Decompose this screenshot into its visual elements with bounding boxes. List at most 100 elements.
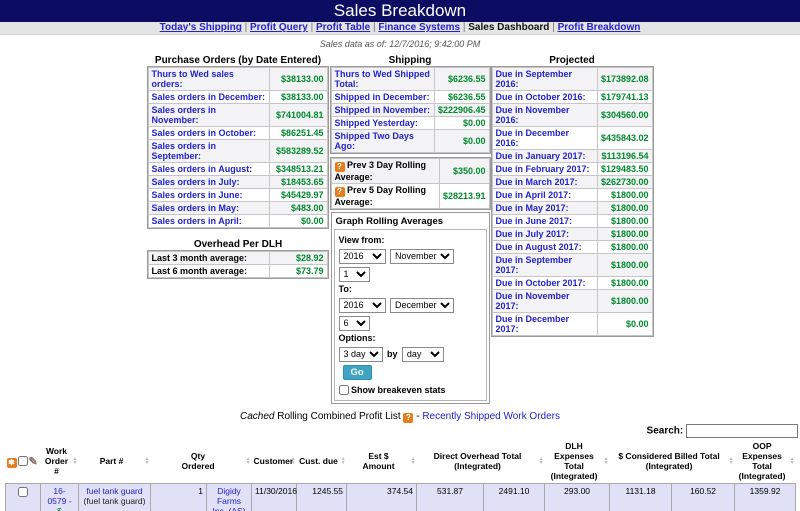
sort-arrows-icon[interactable]: ▲ ▼ <box>539 457 544 466</box>
sort-arrows-icon[interactable]: ▲ ▼ <box>603 457 609 466</box>
sort-arrows-icon[interactable]: ▲ ▼ <box>790 457 795 466</box>
help-icon[interactable]: ? <box>334 162 345 172</box>
column-header-cust-due[interactable]: Cust. due ▲ ▼ <box>297 439 347 484</box>
projected-row-value: $113196.54 <box>596 149 653 163</box>
purchase-orders-row-value: $45429.97 <box>268 188 328 202</box>
part-link[interactable]: fuel tank guard <box>86 486 143 496</box>
sort-up-icon: ▲ <box>728 456 734 462</box>
from-month-select[interactable]: November <box>389 248 454 264</box>
help-icon[interactable]: ? <box>334 187 345 197</box>
select-all-checkbox[interactable] <box>17 456 28 467</box>
projected-row: Due in May 2017: $1800.00 <box>491 201 653 215</box>
asterisk-icon[interactable]: ✱ <box>6 457 17 468</box>
sort-down-icon: ▼ <box>340 460 346 466</box>
projected-row-label: Due in September 2017: <box>491 253 598 277</box>
from-year-select[interactable]: 2016 <box>338 248 386 264</box>
row-checkbox[interactable] <box>18 486 28 497</box>
top-nav: Today's Shipping | Profit Query | Profit… <box>0 22 800 35</box>
purchase-orders-row-label: Sales orders in August: <box>147 162 270 176</box>
projected-row-label: Due in June 2017: <box>491 214 598 228</box>
overhead-row: Last 3 month average: $28.92 <box>147 251 328 265</box>
help-icon[interactable]: ? <box>403 413 414 423</box>
purchase-orders-row: Sales orders in June: $45429.97 <box>147 188 328 202</box>
purchase-orders-row: Thurs to Wed sales orders: $38133.00 <box>147 67 328 91</box>
nav-item[interactable]: Today's Shipping <box>159 22 242 33</box>
purchase-orders-row: Sales orders in October: $86251.45 <box>147 126 328 140</box>
purchase-orders-row-label: Thurs to Wed sales orders: <box>147 67 270 91</box>
column-header-dlh-expenses-total-integrated[interactable]: DLH Expenses Total (Integrated) ▲ ▼ <box>545 439 610 484</box>
sort-arrows-icon[interactable]: ▲ ▼ <box>246 457 251 466</box>
shipping-row: Shipped in November: $222906.45 <box>330 103 490 117</box>
sort-down-icon: ▼ <box>72 460 78 466</box>
sort-up-icon: ▲ <box>340 456 346 462</box>
column-header-qty-ordered[interactable]: Qty Ordered ▲ ▼ <box>151 439 252 484</box>
graph-panel-title: Graph Rolling Averages <box>335 216 444 227</box>
projected-row-value: $1800.00 <box>596 188 653 202</box>
column-header-est-amount[interactable]: Est $ Amount ▲ ▼ <box>347 439 417 484</box>
overhead-row-label: Last 3 month average: <box>147 251 270 265</box>
value-cell: 1131.18 <box>609 482 673 511</box>
sort-arrows-icon[interactable]: ▲ ▼ <box>145 457 150 466</box>
purchase-orders-row-label: Sales orders in April: <box>147 214 270 228</box>
search-input[interactable] <box>686 424 798 438</box>
column-header-label: Est $ Amount <box>362 451 395 471</box>
from-day-select[interactable]: 1 <box>338 266 370 282</box>
nav-separator: | <box>370 22 379 33</box>
sort-up-icon: ▲ <box>410 456 416 462</box>
recently-shipped-link[interactable]: Recently Shipped Work Orders <box>422 411 560 422</box>
profit-list-title: Rolling Combined Profit List <box>277 411 401 422</box>
column-header-oop-expenses-total-integrated[interactable]: OOP Expenses Total (Integrated) ▲ ▼ <box>735 439 796 484</box>
sort-arrows-icon[interactable]: ▲ ▼ <box>728 456 734 466</box>
projected-row: Due in September 2017: $1800.00 <box>491 253 653 277</box>
projected-row-value: $129483.50 <box>596 162 653 176</box>
purchase-orders-row-value: $38133.00 <box>268 90 328 104</box>
projected-row-value: $1800.00 <box>596 214 653 228</box>
projected-panel: Projected Due in September 2016: $173892.… <box>490 54 654 337</box>
customer-link[interactable]: Digidy Farms Inc. (AS) <box>212 486 245 511</box>
customer-cell: Digidy Farms Inc. (AS) <box>205 482 253 511</box>
projected-row-value: $1800.00 <box>596 253 653 277</box>
sort-down-icon: ▼ <box>410 460 416 466</box>
show-breakeven-checkbox[interactable] <box>338 385 349 395</box>
shipping-row-label: Shipped Yesterday: <box>330 116 435 130</box>
nav-item[interactable]: Profit Query <box>250 22 308 33</box>
work-order-dollar-link[interactable]: $ <box>57 506 62 511</box>
purchase-orders-row-value: $18453.65 <box>268 175 328 189</box>
shipping-row-value: $0.00 <box>433 129 490 153</box>
sort-arrows-icon[interactable]: ▲ ▼ <box>291 457 296 466</box>
purchase-orders-row-label: Sales orders in September: <box>147 139 270 163</box>
to-month-select[interactable]: December <box>389 297 454 313</box>
nav-item[interactable]: Profit Breakdown <box>557 22 641 33</box>
to-day-select[interactable]: 6 <box>338 315 370 331</box>
column-header-label: Qty Ordered <box>181 451 215 471</box>
sort-arrows-icon[interactable]: ▲ ▼ <box>340 456 346 466</box>
shipping-panel: Shipping Thurs to Wed Shipped Total: $623… <box>329 54 491 404</box>
column-header-label: OOP Expenses Total (Integrated) <box>738 441 786 481</box>
column-header-customer[interactable]: Customer ▲ ▼ <box>252 439 297 484</box>
nav-item[interactable]: Profit Table <box>315 22 371 33</box>
unit-select[interactable]: day <box>401 346 444 362</box>
work-order-link[interactable]: 16-0579 - <box>47 486 72 507</box>
edit-icon[interactable]: ✎ <box>28 455 38 468</box>
purchase-orders-row-label: Sales orders in July: <box>147 175 270 189</box>
column-header-part[interactable]: Part # ▲ ▼ <box>79 439 151 484</box>
overhead-panel: Overhead Per DLH Last 3 month average: $2… <box>146 238 329 279</box>
sort-arrows-icon[interactable]: ▲ ▼ <box>410 456 416 466</box>
interval-select[interactable]: 3 day <box>338 346 383 362</box>
column-header-label: Part # <box>99 456 124 466</box>
projected-row: Due in February 2017: $129483.50 <box>491 162 653 176</box>
go-button[interactable]: Go <box>342 365 372 380</box>
column-header-considered-billed-total-integrated[interactable]: $ Considered Billed Total (Integrated) ▲ ▼ <box>610 439 735 484</box>
nav-item[interactable]: Finance Systems <box>378 22 461 33</box>
projected-row-value: $179741.13 <box>596 90 653 104</box>
projected-row-value: $262730.00 <box>596 175 653 189</box>
value-cell: 374.54 <box>346 482 418 511</box>
rolling-average-value: $28213.91 <box>438 183 490 209</box>
sort-arrows-icon[interactable]: ▲ ▼ <box>72 457 78 466</box>
separator: - <box>416 411 420 422</box>
sort-down-icon: ▼ <box>603 460 609 466</box>
column-header-direct-overhead-total-integrated[interactable]: Direct Overhead Total (Integrated) ▲ ▼ <box>417 439 545 484</box>
to-year-select[interactable]: 2016 <box>338 297 386 313</box>
column-header-work-order[interactable]: Work Order # ▲ ▼ <box>41 439 79 484</box>
purchase-orders-row: Sales orders in August: $348513.21 <box>147 162 328 176</box>
